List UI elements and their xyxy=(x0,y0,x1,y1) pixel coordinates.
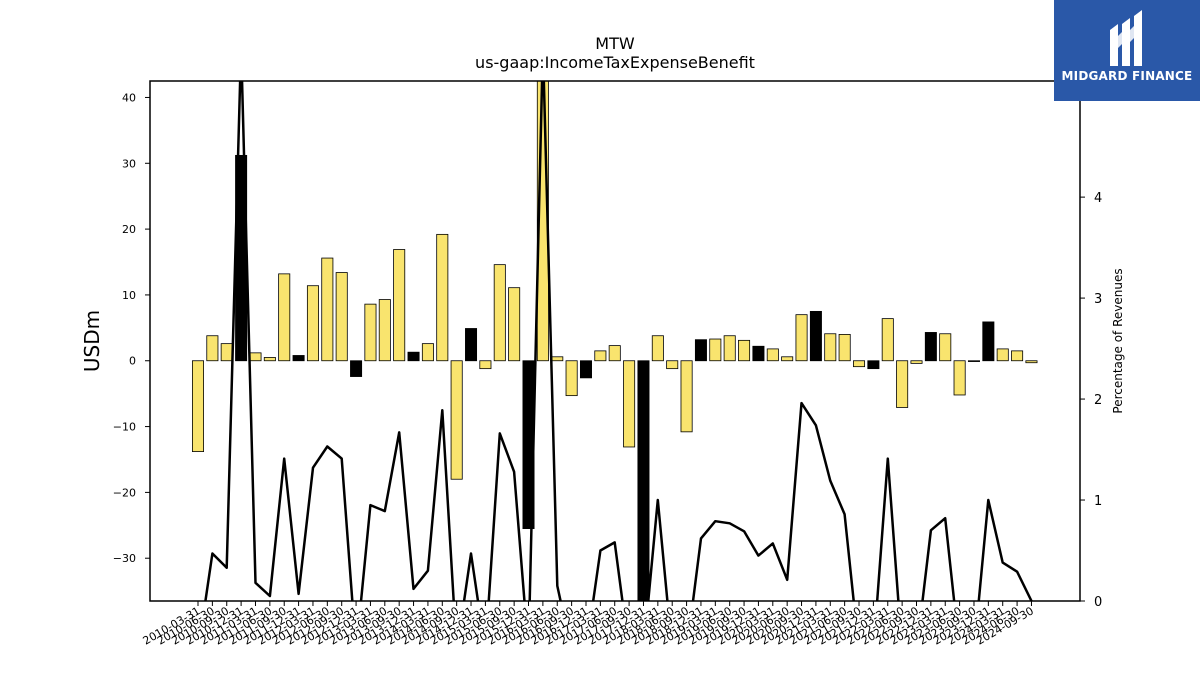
y-tick-label: 20 xyxy=(122,223,136,236)
bar xyxy=(306,285,319,362)
bar xyxy=(694,339,707,362)
bar xyxy=(1025,360,1038,364)
bar xyxy=(436,233,449,362)
bar xyxy=(738,339,751,362)
y-tick-label: 30 xyxy=(122,157,136,170)
y-tick-label: 0 xyxy=(129,355,136,368)
bar xyxy=(378,299,391,362)
y-tick-label: −10 xyxy=(113,421,136,434)
bar xyxy=(220,343,233,362)
bar xyxy=(479,360,492,370)
y-tick-label: 40 xyxy=(122,91,136,104)
bar xyxy=(781,356,794,362)
y2-tick-label: 0 xyxy=(1094,595,1102,610)
logo-text: MIDGARD FINANCE xyxy=(1061,69,1193,83)
bar xyxy=(350,360,363,377)
x-axis: 2010-03-312010-06-302010-09-302010-12-31… xyxy=(141,601,1036,648)
bar xyxy=(335,272,348,362)
bar xyxy=(766,348,779,362)
bar xyxy=(551,356,564,362)
brand-logo: MIDGARD FINANCE xyxy=(1054,0,1200,101)
bar xyxy=(364,303,377,362)
bar xyxy=(421,343,434,362)
logo-mark-icon xyxy=(1110,10,1142,66)
chart-subtitle: us-gaap:IncomeTaxExpenseBenefit xyxy=(475,53,755,72)
bar xyxy=(939,333,952,362)
bar xyxy=(321,257,334,362)
bar xyxy=(608,345,621,362)
bar xyxy=(723,335,736,362)
bar xyxy=(407,351,420,362)
bar xyxy=(278,273,291,362)
bar xyxy=(579,360,592,379)
bar xyxy=(393,249,406,362)
bar xyxy=(450,360,463,480)
y2-tick-label: 1 xyxy=(1094,494,1102,509)
bar xyxy=(896,360,909,408)
bar xyxy=(867,360,880,370)
bar xyxy=(594,350,607,362)
bar xyxy=(982,321,995,362)
bar xyxy=(709,338,722,362)
percentage-line xyxy=(204,81,1033,601)
bar xyxy=(623,360,636,448)
bar xyxy=(924,332,937,362)
bar xyxy=(910,360,923,364)
bar xyxy=(824,333,837,362)
bar xyxy=(838,334,851,362)
bar xyxy=(795,314,808,362)
y-tick-label: 10 xyxy=(122,289,136,302)
bar xyxy=(206,335,219,362)
line-series-layer xyxy=(204,81,1033,601)
bar xyxy=(263,357,276,362)
y-axis-left: −30 −20 −10 0 10 20 30 40 xyxy=(113,91,150,565)
bar xyxy=(292,355,305,362)
y-axis-right: 0 1 2 3 4 xyxy=(1080,191,1102,610)
bar xyxy=(249,352,262,362)
y2-tick-label: 3 xyxy=(1094,292,1102,307)
y2-tick-label: 2 xyxy=(1094,393,1102,408)
bar xyxy=(666,360,679,370)
chart-title: MTW xyxy=(595,34,635,53)
bar xyxy=(651,335,664,362)
bar xyxy=(493,264,506,362)
y-axis-label: USDm xyxy=(80,310,104,372)
bar xyxy=(191,360,204,452)
y2-axis-label: Percentage of Revenues xyxy=(1111,268,1125,413)
bar xyxy=(953,360,966,396)
bar xyxy=(853,360,866,368)
bar xyxy=(465,328,478,362)
bar xyxy=(996,348,1009,362)
bar xyxy=(565,360,578,397)
bar xyxy=(809,310,822,362)
bar xyxy=(881,318,894,362)
bar xyxy=(637,360,650,601)
bar xyxy=(508,287,521,362)
y2-tick-label: 4 xyxy=(1094,191,1102,206)
y-tick-label: −20 xyxy=(113,486,136,499)
bar xyxy=(752,345,765,362)
bar-series xyxy=(191,81,1038,601)
bar xyxy=(1011,350,1024,362)
bar xyxy=(680,360,693,433)
bar xyxy=(967,360,980,362)
y-tick-label: −30 xyxy=(113,552,136,565)
